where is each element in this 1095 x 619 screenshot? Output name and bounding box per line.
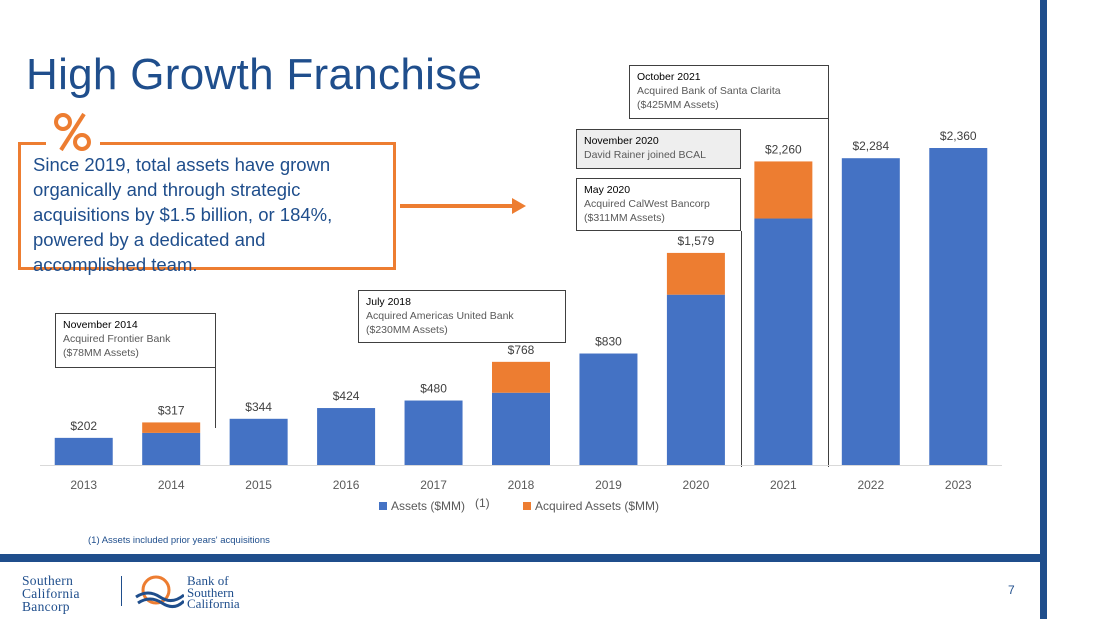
bar-total-label: $2,284 xyxy=(852,139,889,153)
note-oct-2021: October 2021 Acquired Bank of Santa Clar… xyxy=(629,65,829,119)
bar-acquired-2021 xyxy=(754,161,813,219)
bar-total-label: $1,579 xyxy=(678,234,715,248)
percent-icon xyxy=(46,108,100,156)
x-tick-label: 2015 xyxy=(245,478,272,492)
arrow-line xyxy=(400,204,512,208)
bar-total-label: $2,260 xyxy=(765,142,802,156)
bar-assets-2019 xyxy=(579,353,638,465)
x-tick-label: 2020 xyxy=(683,478,710,492)
bar-assets-2023 xyxy=(929,148,988,465)
note-line: ($230MM Assets) xyxy=(366,324,448,336)
bar-acquired-2014 xyxy=(142,422,201,433)
bar-acquired-2020 xyxy=(666,252,725,295)
note-connector xyxy=(828,119,829,467)
note-title: November 2014 xyxy=(63,319,138,331)
callout-box: Since 2019, total assets have grown orga… xyxy=(18,142,396,275)
legend-footnote-marker: (1) xyxy=(475,496,490,510)
note-line: ($311MM Assets) xyxy=(584,212,665,224)
note-nov-2020: November 2020 David Rainer joined BCAL xyxy=(576,129,741,169)
x-tick-label: 2021 xyxy=(770,478,797,492)
note-line: Acquired Bank of Santa Clarita xyxy=(637,85,781,97)
bank-logo-mark-icon xyxy=(134,573,186,614)
x-tick-label: 2014 xyxy=(158,478,185,492)
bank-of-southern-california-logo: Bank of Southern California xyxy=(187,573,240,611)
note-jul-2018: July 2018 Acquired Americas United Bank … xyxy=(358,290,566,343)
x-tick-label: 2016 xyxy=(333,478,360,492)
footnote: (1) Assets included prior years' acquisi… xyxy=(88,535,270,546)
bar-acquired-2018 xyxy=(492,361,550,393)
legend-label-assets: Assets ($MM) xyxy=(391,499,465,513)
bar-total-label: $830 xyxy=(595,335,622,349)
bar-chart: 2013 2014 2015 2016 2017 2018 2019 2020 2021 2022… xyxy=(40,129,1002,513)
logo-divider xyxy=(121,576,122,606)
note-connector xyxy=(215,368,216,428)
note-title: November 2020 xyxy=(584,135,659,147)
bar-assets-2022 xyxy=(841,158,900,465)
note-line: ($425MM Assets) xyxy=(637,99,719,111)
note-title: July 2018 xyxy=(366,296,411,308)
bar-total-label: $424 xyxy=(333,389,360,403)
bar-assets-2014 xyxy=(142,432,201,465)
x-tick-label: 2022 xyxy=(857,478,884,492)
note-nov-2014: November 2014 Acquired Frontier Bank ($7… xyxy=(55,313,216,368)
note-may-2020: May 2020 Acquired CalWest Bancorp ($311M… xyxy=(576,178,741,231)
x-tick-label: 2023 xyxy=(945,478,972,492)
note-line: Acquired CalWest Bancorp xyxy=(584,198,710,210)
note-title: October 2021 xyxy=(637,71,701,83)
bar-total-label: $768 xyxy=(508,343,535,357)
right-accent-bar xyxy=(1040,0,1047,619)
note-title: May 2020 xyxy=(584,184,631,196)
bar-assets-2017 xyxy=(404,400,463,465)
bar-assets-2015 xyxy=(229,418,288,465)
southern-california-bancorp-logo: Southern California Bancorp xyxy=(22,573,80,614)
x-tick-label: 2019 xyxy=(595,478,622,492)
bar-assets-2018 xyxy=(492,392,550,465)
bar-assets-2013 xyxy=(54,437,113,465)
legend-swatch-acquired xyxy=(523,502,531,510)
bar-assets-2021 xyxy=(754,218,813,465)
note-line: David Rainer joined BCAL xyxy=(584,149,706,161)
page-number: 7 xyxy=(1008,583,1015,597)
x-tick-label: 2017 xyxy=(420,478,447,492)
page-title: High Growth Franchise xyxy=(26,50,483,99)
x-tick-label: 2018 xyxy=(508,478,535,492)
bar-total-label: $480 xyxy=(420,382,447,396)
x-tick-label: 2013 xyxy=(70,478,97,492)
bottom-accent-bar xyxy=(0,554,1047,562)
legend-swatch-assets xyxy=(379,502,387,510)
bar-total-label: $317 xyxy=(158,403,185,417)
bar-total-label: $2,360 xyxy=(940,129,977,143)
bar-assets-2020 xyxy=(666,294,725,465)
arrow-head-icon xyxy=(512,198,526,214)
note-line: ($78MM Assets) xyxy=(63,347,139,359)
bar-total-label: $344 xyxy=(245,400,272,414)
note-line: Acquired Americas United Bank xyxy=(366,310,514,322)
note-line: Acquired Frontier Bank xyxy=(63,333,171,345)
bar-total-label: $202 xyxy=(70,419,97,433)
bar-assets-2016 xyxy=(317,408,376,465)
note-connector xyxy=(741,231,742,467)
legend-label-acquired: Acquired Assets ($MM) xyxy=(535,499,659,513)
